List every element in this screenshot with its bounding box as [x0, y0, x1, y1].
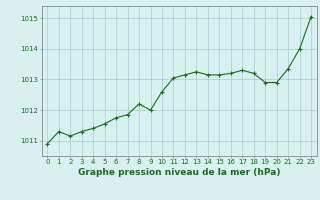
X-axis label: Graphe pression niveau de la mer (hPa): Graphe pression niveau de la mer (hPa) [78, 168, 280, 177]
